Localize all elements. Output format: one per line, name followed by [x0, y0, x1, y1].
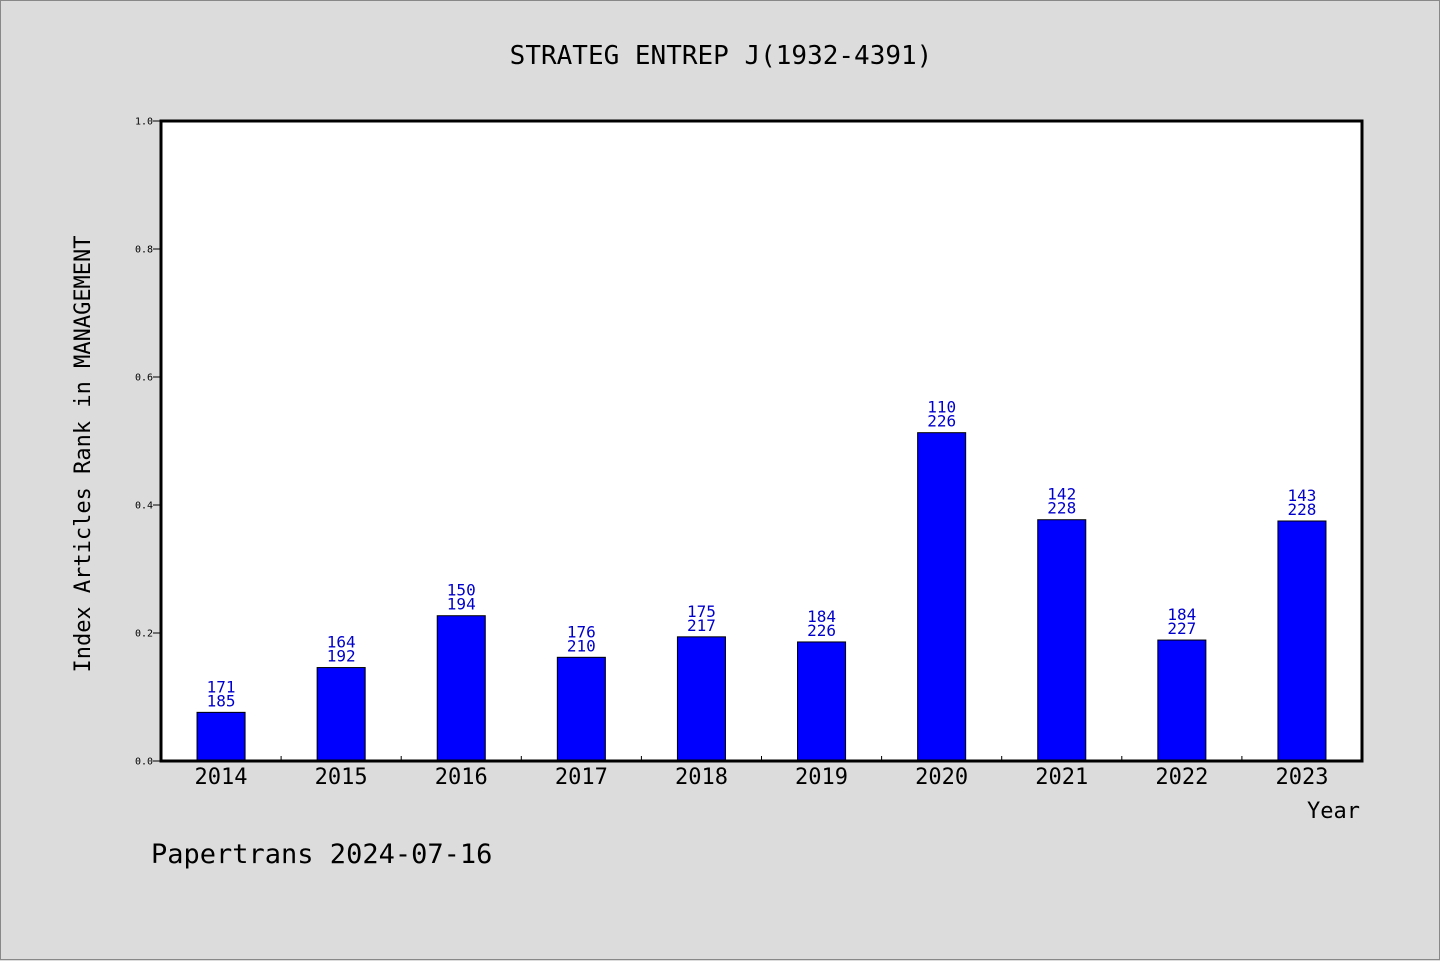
bar-label-top-2021: 142: [1047, 485, 1076, 504]
bar-label-top-2017: 176: [567, 622, 596, 641]
bar-2017: [556, 656, 606, 762]
bar-label-bottom-2023: 228: [1287, 500, 1316, 519]
x-tick-label-2016: 2016: [435, 765, 488, 790]
x-tick-label-2017: 2017: [555, 765, 608, 790]
bars-group: [196, 432, 1327, 762]
x-tick-label-2014: 2014: [195, 765, 248, 790]
y-tick-label: 0.6: [135, 373, 153, 384]
x-axis-ticks: 2014 2015 2016 2017 2018 2019 2020 2021 2022 2023: [195, 756, 1328, 790]
x-tick-label-2023: 2023: [1275, 765, 1328, 790]
x-tick-label-2018: 2018: [675, 765, 728, 790]
bar-label-top-2018: 175: [687, 602, 716, 621]
chart-title: STRATEG ENTREP J(1932-4391): [510, 41, 933, 71]
y-tick-label: 0.4: [135, 501, 153, 512]
y-tick-label: 0.8: [135, 245, 153, 256]
bar-label-top-2022: 184: [1167, 605, 1196, 624]
x-tick-label-2020: 2020: [915, 765, 968, 790]
bar-2020: [917, 432, 967, 762]
bar-2023: [1277, 520, 1327, 762]
bar-2021: [1037, 519, 1087, 762]
x-tick-label-2019: 2019: [795, 765, 848, 790]
x-tick-label-2021: 2021: [1035, 765, 1088, 790]
bar-2018: [676, 636, 726, 762]
bar-2016: [436, 615, 486, 762]
bar-label-bottom-2016: 194: [447, 595, 476, 614]
x-axis-label: Year: [1307, 799, 1360, 824]
bar-2022: [1157, 639, 1207, 762]
y-tick-label: 0.0: [135, 757, 153, 768]
bar-label-bottom-2015: 192: [327, 647, 356, 666]
bar-label-top-2019: 184: [807, 607, 836, 626]
bar-label-bottom-2020: 226: [927, 412, 956, 431]
bar-2014: [196, 711, 246, 762]
bar-label-top-2016: 150: [447, 581, 476, 600]
y-axis-ticks: 0.0 0.2 0.4 0.6 0.8 1.0: [135, 117, 161, 768]
bar-label-bottom-2021: 228: [1047, 499, 1076, 518]
x-tick-label-2022: 2022: [1155, 765, 1208, 790]
bar-label-top-2023: 143: [1287, 486, 1316, 505]
y-tick-label: 1.0: [135, 117, 153, 128]
bar-label-bottom-2022: 227: [1167, 619, 1196, 638]
footer-credit: Papertrans 2024-07-16: [151, 839, 492, 870]
y-tick-label: 0.2: [135, 629, 153, 640]
x-tick-label-2015: 2015: [315, 765, 368, 790]
bar-label-bottom-2019: 226: [807, 621, 836, 640]
bar-label-bottom-2018: 217: [687, 616, 716, 635]
y-axis-label: Index Articles Rank in MANAGEMENT: [71, 235, 96, 672]
bar-label-top-2014: 171: [207, 677, 236, 696]
bar-2015: [316, 667, 366, 762]
bar-2019: [797, 641, 847, 762]
bar-label-bottom-2017: 210: [567, 636, 596, 655]
bar-label-top-2015: 164: [327, 633, 356, 652]
bar-label-bottom-2014: 185: [207, 691, 236, 710]
bar-label-top-2020: 110: [927, 398, 956, 417]
